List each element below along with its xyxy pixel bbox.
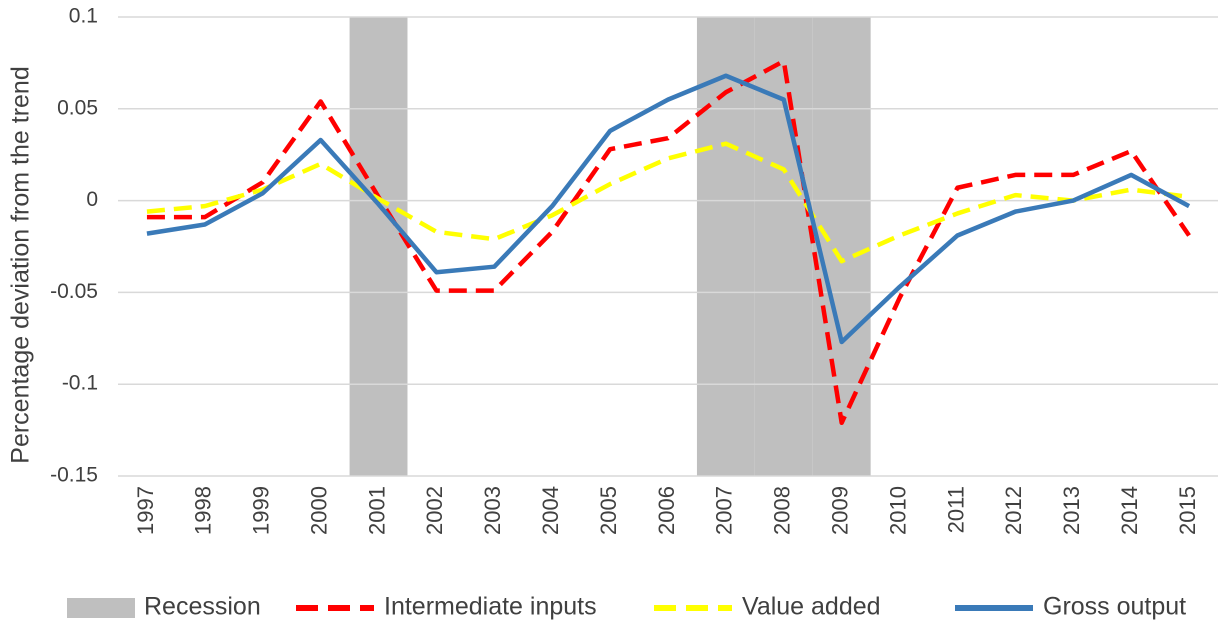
y-tick-label: 0.1 bbox=[69, 5, 98, 28]
grid-layer bbox=[118, 16, 1218, 477]
y-tick-label: -0.05 bbox=[50, 280, 98, 303]
x-tick-label: 2014 bbox=[1117, 486, 1142, 535]
x-tick-label: 2008 bbox=[770, 486, 795, 535]
x-tick-label: 1999 bbox=[249, 486, 274, 535]
y-tick-label: -0.15 bbox=[50, 464, 98, 487]
x-tick-label: 2015 bbox=[1175, 486, 1200, 535]
x-tick-label: 2002 bbox=[422, 486, 447, 535]
recession-band bbox=[349, 17, 408, 476]
legend-label: Intermediate inputs bbox=[384, 593, 597, 621]
recession-band bbox=[754, 17, 813, 476]
series-line bbox=[146, 58, 1191, 426]
x-tick-label: 2009 bbox=[827, 486, 852, 535]
legend-swatch bbox=[67, 598, 135, 618]
x-tick-label: 2006 bbox=[654, 486, 679, 535]
legend-label: Gross output bbox=[1043, 593, 1186, 621]
y-tick-label: 0.05 bbox=[57, 96, 98, 119]
x-tick-label: 2010 bbox=[885, 486, 910, 535]
x-tick-label: 2000 bbox=[306, 486, 331, 535]
y-tick-label: -0.1 bbox=[62, 372, 98, 395]
x-tick-label: 2012 bbox=[1001, 486, 1026, 535]
background-layer bbox=[349, 17, 871, 476]
x-tick-label: 2005 bbox=[596, 486, 621, 535]
x-tick-label: 2013 bbox=[1059, 486, 1084, 535]
series-line bbox=[146, 141, 1190, 264]
x-tick-label: 1997 bbox=[133, 486, 158, 535]
recession-band bbox=[812, 17, 871, 476]
x-tick-label: 2003 bbox=[480, 486, 505, 535]
x-tick-label: 2011 bbox=[943, 486, 968, 533]
y-axis-title: Percentage deviation from the trend bbox=[7, 66, 35, 463]
legend-label: Recession bbox=[144, 593, 261, 621]
x-tick-label: 2004 bbox=[538, 486, 563, 535]
x-tick-label: 1998 bbox=[191, 486, 216, 535]
y-tick-label: 0 bbox=[86, 188, 98, 211]
x-tick-label: 2001 bbox=[364, 486, 389, 535]
x-tick-label: 2007 bbox=[712, 486, 737, 535]
series-line bbox=[146, 73, 1191, 345]
legend-label: Value added bbox=[742, 593, 881, 621]
